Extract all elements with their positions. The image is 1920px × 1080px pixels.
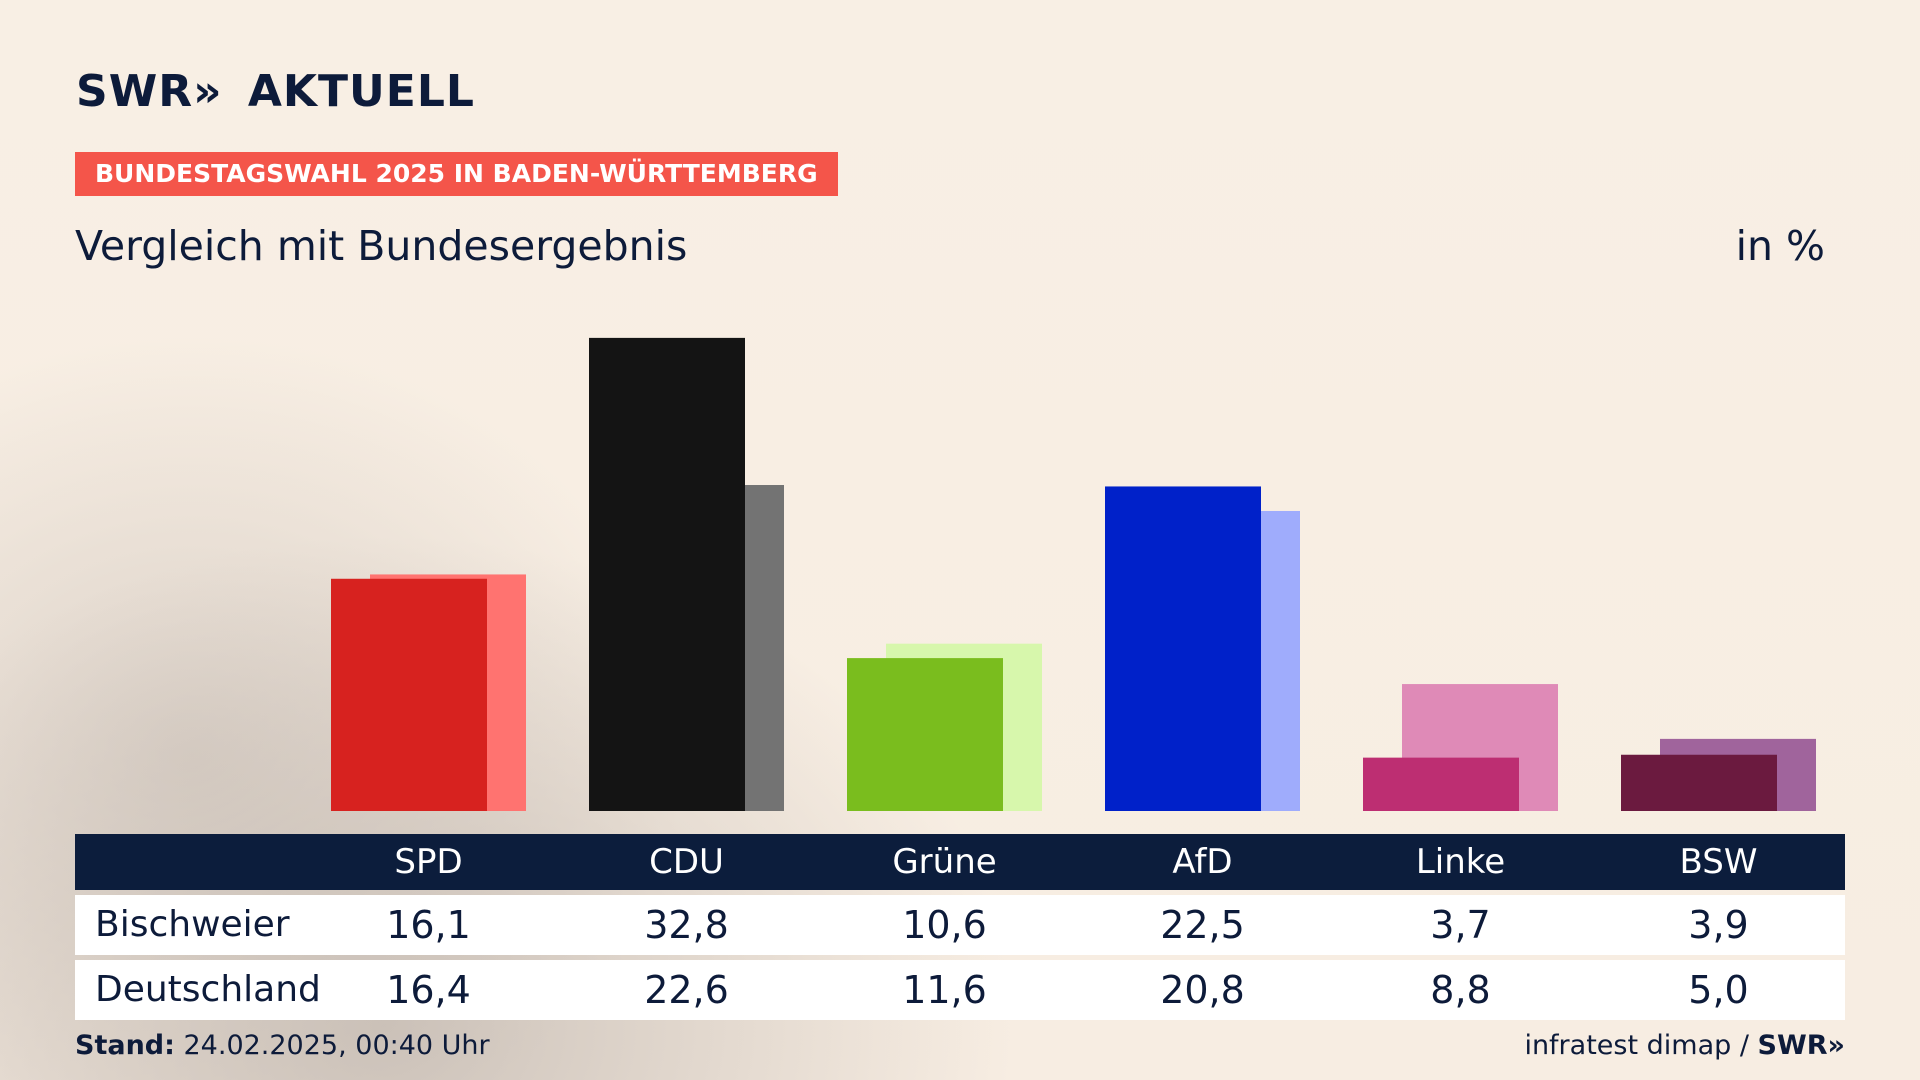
timestamp-label: Stand: [75,1030,175,1061]
bar-bischweier-afd [1105,486,1261,811]
category-label-afd: AfD [1172,842,1233,882]
row-label: Bischweier [95,904,290,945]
swr-aktuell-logo: SWR» AKTUELL [76,66,475,117]
logo-suffix: AKTUELL [247,66,475,117]
unit-label: in % [1735,222,1825,270]
value-label-bischweier-afd: 22,5 [1160,903,1245,947]
bar-bischweier-cdu [589,337,745,811]
value-label-bischweier-cdu: 32,8 [644,903,729,947]
bar-bischweier-spd [331,578,487,811]
value-label-deutschland-gr-ne: 11,6 [902,968,987,1012]
source-credit: infratest dimap / SWR» [1524,1030,1845,1061]
swr-small-logo: SWR» [1757,1030,1845,1061]
logo-text: SWR [76,66,194,117]
value-label-deutschland-linke: 8,8 [1430,968,1491,1012]
value-label-deutschland-bsw: 5,0 [1688,968,1749,1012]
bar-chart [331,337,1816,811]
value-label-bischweier-bsw: 3,9 [1688,903,1749,947]
value-label-deutschland-afd: 20,8 [1160,968,1245,1012]
timestamp: Stand: 24.02.2025, 00:40 Uhr [75,1030,490,1061]
results-table: SPD CDU Grüne AfD Linke BSW Bischweier 16,1 32… [75,834,1845,1020]
category-label-cdu: CDU [649,842,724,882]
value-label-bischweier-linke: 3,7 [1430,903,1491,947]
table-row: Deutschland 16,4 22,6 11,6 20,8 8,8 5,0 [75,960,1845,1020]
value-label-deutschland-cdu: 22,6 [644,968,729,1012]
category-label-gr-ne: Grüne [892,842,997,882]
timestamp-value: 24.02.2025, 00:40 Uhr [174,1030,490,1061]
table-row: Bischweier 16,1 32,8 10,6 22,5 3,7 3,9 [75,895,1845,955]
category-label-bsw: BSW [1679,842,1758,882]
value-label-bischweier-gr-ne: 10,6 [902,903,987,947]
bar-bischweier-bsw [1621,754,1777,811]
source-text: infratest dimap / [1524,1030,1758,1061]
category-label-spd: SPD [394,842,463,882]
value-label-deutschland-spd: 16,4 [386,968,471,1012]
bar-bischweier-linke [1363,757,1519,811]
table-header-row: SPD CDU Grüne AfD Linke BSW [75,834,1845,890]
row-label: Deutschland [95,969,321,1010]
kicker-banner: BUNDESTAGSWAHL 2025 IN BADEN-WÜRTTEMBERG [75,152,838,196]
bar-bischweier-gr-ne [847,658,1003,811]
value-label-bischweier-spd: 16,1 [386,903,471,947]
chart-subtitle: Vergleich mit Bundesergebnis [75,222,688,270]
category-label-linke: Linke [1415,842,1506,882]
